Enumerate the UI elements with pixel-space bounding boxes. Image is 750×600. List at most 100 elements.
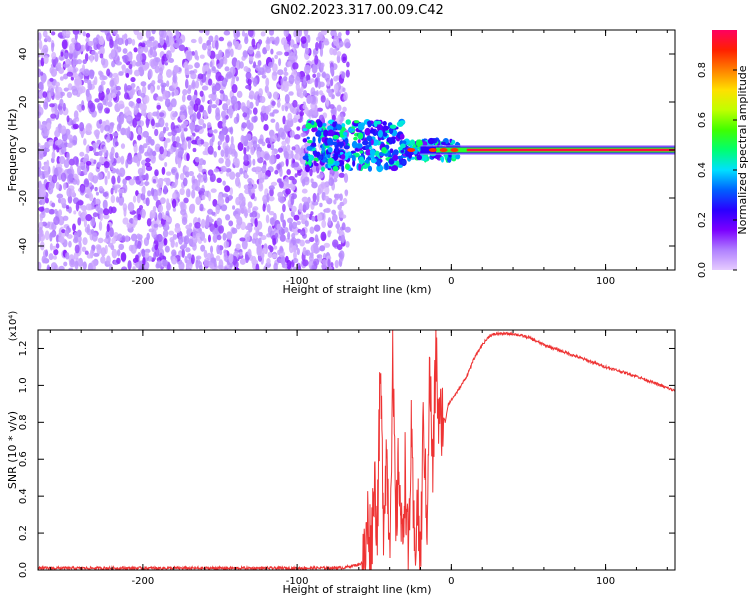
- noise-cell: [118, 188, 125, 194]
- noise-cell: [46, 122, 52, 130]
- snr-ytick-label: 0.6: [18, 451, 29, 467]
- noise-cell: [127, 260, 132, 270]
- noise-cell: [156, 188, 162, 196]
- noise-cell: [184, 166, 190, 172]
- colorbar: 0.0 0.2 0.4 0.6 0.8 Normalized spectral ampl…: [697, 30, 749, 278]
- noise-cell: [192, 147, 197, 153]
- noise-cell: [241, 105, 247, 113]
- noise-cell: [123, 207, 127, 217]
- noise-cell: [271, 150, 275, 156]
- noise-cell: [63, 87, 69, 92]
- noise-cell: [56, 62, 62, 69]
- noise-cell: [62, 102, 66, 112]
- noise-cell: [339, 250, 345, 260]
- noise-cell: [96, 139, 101, 145]
- snr-ytick-label: 0.2: [18, 525, 29, 541]
- noise-cell: [216, 177, 222, 184]
- noise-cell: [144, 181, 150, 186]
- noise-cell: [302, 104, 307, 110]
- transition-cell: [362, 140, 369, 146]
- signal-peak-spot: [439, 148, 448, 152]
- noise-cell: [98, 186, 104, 191]
- noise-cell: [334, 259, 339, 269]
- colorbar-tick-label: 0.8: [697, 62, 708, 78]
- noise-cell: [329, 47, 334, 56]
- noise-cell: [342, 56, 347, 61]
- noise-cell: [230, 135, 234, 145]
- noise-cell: [102, 75, 108, 81]
- noise-cell: [291, 221, 298, 230]
- noise-cell: [330, 262, 334, 268]
- noise-cell: [73, 210, 77, 215]
- noise-cell: [185, 263, 193, 270]
- transition-cell: [401, 159, 407, 166]
- noise-cell: [299, 239, 305, 247]
- noise-cell: [253, 61, 257, 69]
- noise-cell: [192, 229, 197, 239]
- noise-cell: [220, 165, 227, 173]
- noise-cell: [253, 115, 258, 122]
- noise-cell: [57, 209, 63, 217]
- noise-cell: [133, 143, 138, 154]
- noise-cell: [250, 217, 256, 224]
- noise-cell: [256, 220, 263, 231]
- transition-cell: [367, 120, 372, 128]
- noise-cell: [252, 206, 259, 212]
- noise-cell: [94, 186, 98, 192]
- noise-cell: [307, 34, 311, 43]
- noise-cell: [220, 110, 226, 118]
- noise-cell: [310, 78, 315, 83]
- noise-cell: [262, 47, 268, 55]
- noise-cell: [58, 265, 65, 270]
- noise-cell: [60, 197, 67, 206]
- noise-cell: [130, 82, 136, 89]
- noise-cell: [282, 219, 286, 229]
- noise-cell: [82, 31, 86, 37]
- noise-cell: [320, 95, 326, 103]
- noise-cell: [224, 66, 230, 72]
- noise-cell: [229, 108, 233, 119]
- noise-cell: [82, 59, 87, 65]
- noise-cell: [66, 142, 74, 148]
- noise-cell: [184, 255, 188, 264]
- noise-cell: [284, 105, 289, 112]
- noise-cell: [179, 188, 185, 196]
- noise-cell: [137, 134, 142, 141]
- noise-cell: [161, 55, 165, 65]
- noise-cell: [336, 104, 342, 112]
- noise-cell: [96, 161, 102, 168]
- noise-cell: [131, 39, 136, 46]
- noise-cell: [316, 213, 323, 222]
- noise-cell: [164, 245, 170, 253]
- transition-cell: [358, 156, 365, 165]
- noise-cell: [44, 127, 48, 137]
- noise-cell: [217, 120, 224, 129]
- noise-cell: [243, 184, 249, 190]
- noise-cell: [95, 198, 100, 205]
- noise-cell: [71, 37, 77, 44]
- snr-ytick-label: 1.2: [18, 341, 29, 357]
- noise-cell: [304, 47, 310, 55]
- noise-cell: [324, 73, 331, 82]
- noise-cell: [239, 167, 244, 175]
- noise-cell: [288, 91, 294, 96]
- noise-cell: [229, 48, 234, 58]
- transition-cell: [305, 164, 310, 173]
- noise-cell: [225, 214, 231, 221]
- noise-cell: [40, 71, 44, 76]
- noise-cell: [222, 103, 229, 111]
- transition-cell: [391, 165, 399, 172]
- noise-cell: [271, 100, 276, 106]
- noise-cell: [66, 168, 72, 175]
- noise-cell: [100, 80, 106, 86]
- noise-cell: [276, 223, 282, 231]
- noise-cell: [111, 237, 117, 244]
- noise-cell: [194, 156, 200, 163]
- transition-cell: [381, 147, 387, 154]
- noise-cell: [258, 67, 265, 75]
- noise-cell: [298, 30, 303, 37]
- noise-cell: [156, 85, 161, 90]
- noise-cell: [188, 84, 192, 92]
- noise-cell: [113, 30, 118, 35]
- noise-cell: [198, 36, 203, 45]
